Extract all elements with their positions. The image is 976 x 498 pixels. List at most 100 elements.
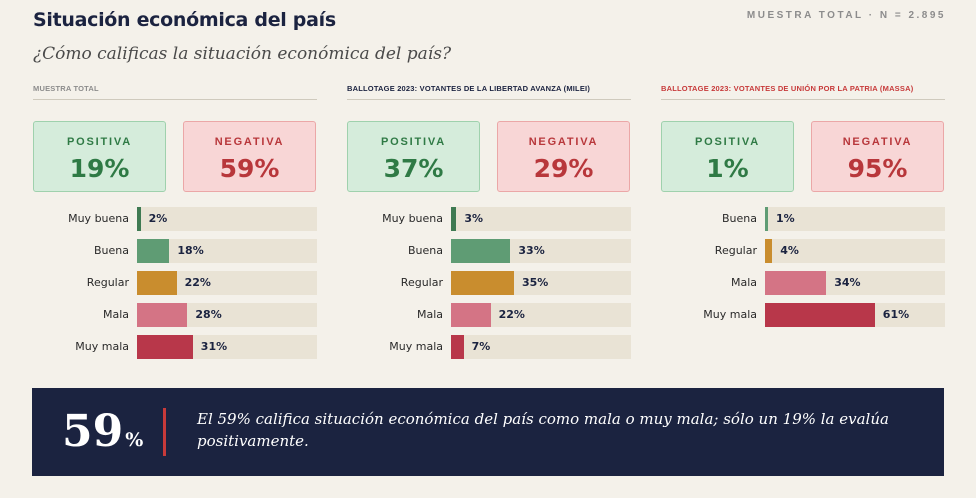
negative-value: 59% [219,154,280,183]
bar [765,303,875,327]
bar-track: 2% [137,207,317,231]
bar [765,239,773,263]
bar-track: 1% [765,207,945,231]
positive-card: POSITIVA 19% [33,121,166,192]
value-label: 4% [780,244,799,257]
negative-label: NEGATIVA [214,136,285,148]
panel-massa: BALLOTAGE 2023: VOTANTES DE UNIÓN POR LA… [661,84,945,374]
bar [451,207,457,231]
value-label: 61% [882,308,910,321]
category-label: Mala [102,308,129,321]
category-label: Buena [722,212,757,225]
bar-track: 28% [137,303,317,327]
bar-track: 35% [451,271,631,295]
question-subtitle: ¿Cómo calificas la situación económica d… [33,44,452,64]
value-label: 28% [195,308,222,321]
summary-text: El 59% califica situación económica del … [197,410,889,450]
value-label: 33% [518,244,545,257]
big-number-value: 59 [62,406,124,457]
bar-row: Mala 34% [661,271,945,295]
category-label: Muy mala [75,340,129,353]
accent-divider [163,408,166,456]
big-number-symbol: % [125,429,144,451]
value-label: 3% [464,212,484,225]
value-label: 1% [776,212,795,225]
positive-value: 19% [69,154,130,183]
negative-value: 95% [847,154,908,183]
bar [451,303,491,327]
positive-label: POSITIVA [695,136,760,148]
bar-row: Mala 22% [347,303,631,327]
positive-card: POSITIVA 37% [347,121,480,192]
bar-chart-milei: Muy buena 3% Buena 33% Regular 35% Mala 22% Muy … [347,207,631,367]
bar-track: 31% [137,335,317,359]
positive-card: POSITIVA 1% [661,121,794,192]
bar-row: Regular 22% [33,271,317,295]
category-label: Muy mala [389,340,443,353]
panel-total: MUESTRA TOTAL POSITIVA 19% NEGATIVA 59% … [33,84,317,374]
negative-card: NEGATIVA 29% [497,121,630,192]
bar-row: Muy mala 61% [661,303,945,327]
panel-heading: BALLOTAGE 2023: VOTANTES DE LA LIBERTAD … [347,84,631,100]
category-label: Regular [400,276,443,289]
negative-value: 29% [533,154,594,183]
value-label: 31% [200,340,228,353]
bar [137,207,141,231]
bar [765,207,768,231]
value-label: 22% [498,308,525,321]
negative-card: NEGATIVA 95% [811,121,944,192]
bar-chart-massa: Buena 1% Regular 4% Mala 34% Muy mala 61% [661,207,945,335]
category-label: Muy buena [382,212,443,225]
bar-row: Regular 4% [661,239,945,263]
bar-track: 4% [765,239,945,263]
summary-banner: 59% El 59% califica situación económica … [32,388,944,476]
bar-row: Buena 18% [33,239,317,263]
bar-row: Buena 1% [661,207,945,231]
value-label: 34% [834,276,861,289]
bar [451,335,464,359]
value-label: 22% [184,276,211,289]
bar-row: Muy mala 31% [33,335,317,359]
bar-track: 22% [451,303,631,327]
bar-track: 22% [137,271,317,295]
value-label: 18% [177,244,204,257]
negative-label: NEGATIVA [842,136,913,148]
category-label: Regular [86,276,129,289]
bar-row: Mala 28% [33,303,317,327]
summary-big-number: 59% [62,406,143,457]
value-label: 2% [148,212,168,225]
bar-row: Muy buena 2% [33,207,317,231]
value-label: 35% [522,276,549,289]
positive-value: 1% [706,154,749,183]
page-title: Situación económica del país [33,9,336,31]
bar-track: 18% [137,239,317,263]
panel-milei: BALLOTAGE 2023: VOTANTES DE LA LIBERTAD … [347,84,631,374]
category-label: Mala [730,276,757,289]
bar [137,271,177,295]
sample-size-label: MUESTRA TOTAL · N = 2.895 [746,10,946,21]
value-label: 7% [471,340,491,353]
panel-heading: BALLOTAGE 2023: VOTANTES DE UNIÓN POR LA… [661,84,945,100]
bar-row: Muy buena 3% [347,207,631,231]
negative-label: NEGATIVA [528,136,599,148]
category-label: Mala [416,308,443,321]
positive-label: POSITIVA [67,136,132,148]
bar-track: 3% [451,207,631,231]
bar-track: 7% [451,335,631,359]
bar [137,239,170,263]
bar-track: 61% [765,303,945,327]
category-label: Buena [94,244,129,257]
positive-label: POSITIVA [381,136,446,148]
category-label: Buena [408,244,443,257]
positive-value: 37% [383,154,444,183]
bar-chart-total: Muy buena 2% Buena 18% Regular 22% Mala 28% Muy … [33,207,317,367]
bar-row: Regular 35% [347,271,631,295]
bar-track: 33% [451,239,631,263]
bar [765,271,827,295]
bar [137,335,193,359]
negative-card: NEGATIVA 59% [183,121,316,192]
bar [137,303,188,327]
category-label: Muy buena [68,212,129,225]
bar [451,239,511,263]
bar [451,271,514,295]
